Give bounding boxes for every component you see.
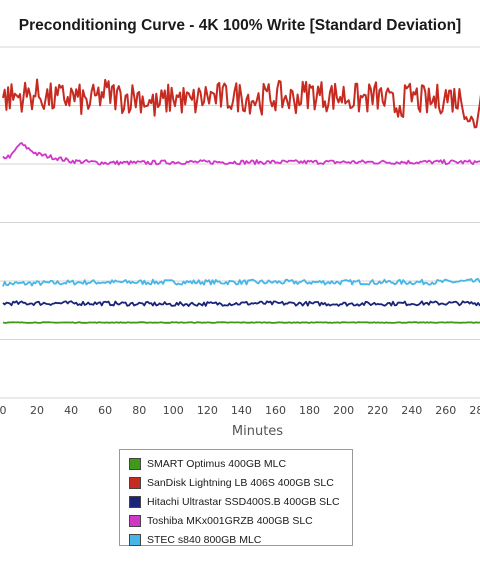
x-tick-label: 40 — [64, 404, 78, 417]
legend-item: STEC s840 800GB MLC — [129, 530, 352, 549]
legend-label: SMART Optimus 400GB MLC — [147, 457, 287, 470]
series-line-2 — [2, 300, 480, 308]
series-line-1 — [2, 78, 480, 129]
x-tick-label: 200 — [333, 404, 354, 417]
legend-item: SanDisk Lightning LB 406S 400GB SLC — [129, 473, 352, 492]
x-tick-label: 20 — [30, 404, 44, 417]
legend-swatch — [129, 476, 141, 489]
x-tick-label: 100 — [163, 404, 184, 417]
x-tick-label: 280 — [469, 404, 480, 417]
x-axis-label: Minutes — [231, 424, 284, 439]
legend-swatch — [129, 495, 141, 508]
series-line-3 — [2, 142, 480, 166]
x-tick-label: 60 — [98, 404, 112, 417]
x-tick-label: 0 — [0, 404, 7, 417]
legend: SMART Optimus 400GB MLC SanDisk Lightning… — [119, 449, 353, 546]
legend-item: Hitachi Ultrastar SSD400S.B 400GB SLC — [129, 492, 352, 511]
chart-title: Preconditioning Curve - 4K 100% Write [S… — [18, 17, 462, 34]
x-tick-label: 160 — [265, 404, 286, 417]
gridlines — [0, 46, 480, 399]
legend-item: Toshiba MKx001GRZB 400GB SLC — [129, 511, 352, 530]
series-lines — [2, 78, 480, 324]
series-line-0 — [2, 321, 480, 324]
x-tick-label: 260 — [435, 404, 456, 417]
x-tick-label: 80 — [132, 404, 146, 417]
legend-swatch — [129, 457, 141, 470]
x-tick-label: 120 — [197, 404, 218, 417]
x-tick-label: 140 — [231, 404, 252, 417]
legend-label: STEC s840 800GB MLC — [147, 533, 262, 546]
legend-label: Hitachi Ultrastar SSD400S.B 400GB SLC — [147, 495, 340, 508]
x-tick-labels: 0 20 40 60 80 100 120 140 160 180 200 220 240 260 280 — [0, 404, 480, 417]
legend-label: SanDisk Lightning LB 406S 400GB SLC — [147, 476, 334, 489]
legend-swatch — [129, 514, 141, 527]
legend-swatch — [129, 533, 141, 546]
legend-label: Toshiba MKx001GRZB 400GB SLC — [147, 514, 313, 527]
x-tick-label: 240 — [401, 404, 422, 417]
x-tick-label: 220 — [367, 404, 388, 417]
series-line-4 — [2, 278, 480, 287]
x-tick-label: 180 — [299, 404, 320, 417]
legend-item: SMART Optimus 400GB MLC — [129, 454, 352, 473]
